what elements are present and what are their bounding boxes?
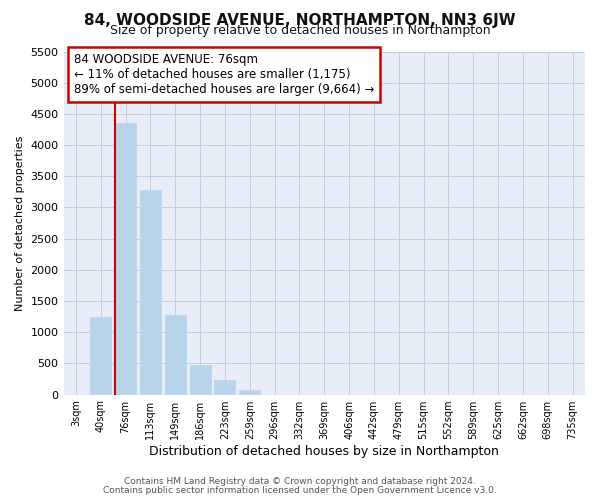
Text: Contains public sector information licensed under the Open Government Licence v3: Contains public sector information licen… — [103, 486, 497, 495]
Text: Contains HM Land Registry data © Crown copyright and database right 2024.: Contains HM Land Registry data © Crown c… — [124, 477, 476, 486]
Bar — [165, 314, 186, 394]
Bar — [190, 364, 211, 394]
Text: 84, WOODSIDE AVENUE, NORTHAMPTON, NN3 6JW: 84, WOODSIDE AVENUE, NORTHAMPTON, NN3 6J… — [84, 12, 516, 28]
X-axis label: Distribution of detached houses by size in Northampton: Distribution of detached houses by size … — [149, 444, 499, 458]
Bar — [239, 390, 260, 394]
Bar — [90, 316, 112, 394]
Text: 84 WOODSIDE AVENUE: 76sqm
← 11% of detached houses are smaller (1,175)
89% of se: 84 WOODSIDE AVENUE: 76sqm ← 11% of detac… — [74, 53, 374, 96]
Bar — [214, 380, 235, 394]
Bar — [115, 123, 136, 394]
Text: Size of property relative to detached houses in Northampton: Size of property relative to detached ho… — [110, 24, 490, 37]
Y-axis label: Number of detached properties: Number of detached properties — [15, 136, 25, 310]
Bar — [140, 190, 161, 394]
